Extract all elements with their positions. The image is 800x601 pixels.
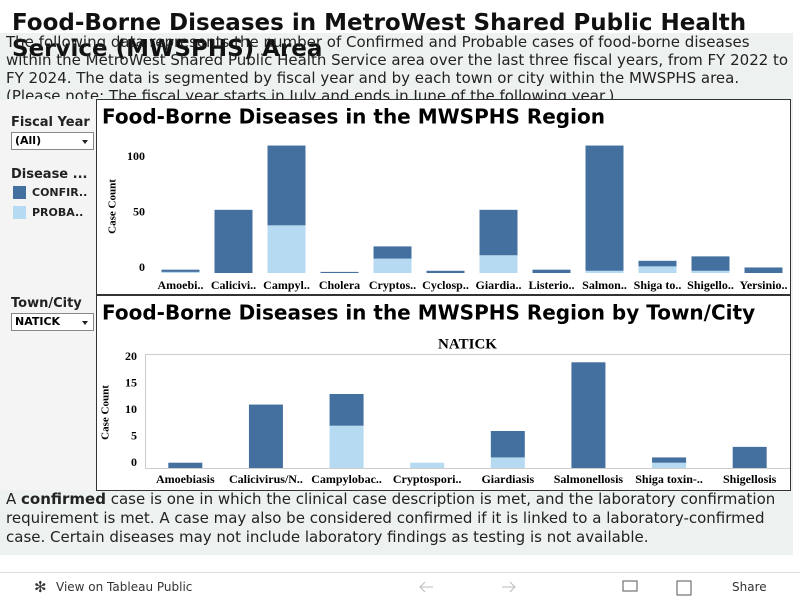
footer-note: A confirmed case is one in which the cli… [6, 490, 791, 556]
fiscal-year-dropdown[interactable]: (All) [11, 132, 94, 150]
bar-segment [161, 269, 200, 272]
x-tick-label: Salmonellosis [554, 472, 624, 486]
bar-segment [585, 270, 624, 273]
x-tick-label: Calicivirus/N.. [229, 472, 303, 486]
legend-entry[interactable]: CONFIR.. [32, 186, 88, 199]
filter-label: Fiscal Year [11, 115, 90, 130]
bar-segment [652, 462, 687, 468]
bar-segment [267, 145, 306, 226]
toolbar-icons [419, 580, 692, 596]
filter-label: Town/City [11, 296, 82, 311]
x-tick-label: Giardia.. [475, 278, 521, 292]
sidebar [0, 100, 96, 490]
x-tick-label: Giardiasis [481, 472, 534, 486]
bar-segment [652, 457, 687, 463]
footer-text: A [6, 490, 22, 508]
legend-swatch [13, 206, 26, 219]
bar-segment [638, 266, 677, 273]
x-tick-label: Cyclosp.. [422, 278, 469, 292]
bar-segment [373, 258, 412, 273]
bar-segment [329, 394, 364, 426]
x-tick-label: Yersinio.. [740, 278, 788, 292]
bar-segment [585, 145, 624, 271]
bar-segment [426, 270, 465, 273]
footer-text: case is one in which the clinical case d… [6, 490, 776, 546]
x-tick-label: Amoebi.. [158, 278, 204, 292]
view-link[interactable]: View on Tableau Public [56, 580, 193, 594]
toolbar: ✻ View on Tableau Public Share [0, 572, 800, 601]
chart-title: Food-Borne Diseases in the MWSPHS Region… [102, 301, 755, 325]
bar-segment [168, 462, 203, 468]
y-tick-label: 5 [131, 428, 137, 442]
description: The following data represents the number… [6, 33, 789, 99]
y-tick-label: 15 [125, 375, 137, 389]
x-tick-label: Cryptos.. [369, 278, 416, 292]
bar-segment [320, 271, 359, 273]
y-axis-label: Case Count [107, 179, 119, 234]
bar-segment [410, 462, 445, 468]
x-tick-label: Cholera [319, 278, 360, 292]
bar-segment [490, 457, 525, 468]
legend-title: Disease ... [11, 167, 88, 182]
bar-segment [571, 362, 606, 468]
bar-segment [214, 209, 253, 273]
legend-swatch [13, 186, 26, 199]
bar-segment [248, 404, 283, 468]
x-tick-label: Shigellosis [723, 472, 777, 486]
y-tick-label: 10 [125, 402, 137, 416]
chart-frame [96, 99, 791, 295]
y-tick-label: 20 [125, 349, 137, 363]
bar-segment [638, 260, 677, 267]
town-dropdown[interactable]: NATICK [11, 313, 94, 331]
legend-entry[interactable]: PROBA.. [32, 206, 84, 219]
bar-segment [479, 255, 518, 273]
chart-title: Food-Borne Diseases in the MWSPHS Region [102, 105, 605, 129]
x-tick-label: Campyl.. [263, 278, 310, 292]
x-tick-label: Shiga to.. [634, 278, 682, 292]
share-button[interactable]: Share [732, 580, 767, 594]
bar-segment [490, 431, 525, 458]
bar-segment [161, 271, 200, 273]
y-axis-label: Case Count [100, 385, 112, 440]
chart-subtitle: NATICK [438, 336, 497, 352]
x-tick-label: Shigello.. [687, 278, 734, 292]
bar-segment [329, 425, 364, 468]
x-tick-label: Campylobac.. [311, 472, 382, 486]
footer-bold: confirmed [21, 490, 106, 508]
bar-segment [744, 267, 783, 273]
y-tick-label: 0 [139, 260, 145, 274]
chart-frame [96, 295, 791, 491]
icon: ✻ [34, 578, 47, 596]
x-tick-label: Shiga toxin-.. [635, 472, 703, 486]
bar-segment [532, 269, 571, 273]
bar-segment [479, 209, 518, 256]
bar-segment [373, 246, 412, 259]
bar-segment [267, 225, 306, 273]
x-tick-label: Cryptospori.. [393, 472, 462, 486]
bar-segment [732, 446, 767, 468]
y-tick-label: 0 [131, 455, 137, 469]
x-tick-label: Amoebiasis [156, 472, 215, 486]
bar-segment [691, 256, 730, 271]
x-tick-label: Listerio.. [529, 278, 575, 292]
bar-segment [691, 270, 730, 273]
y-tick-label: 50 [133, 204, 145, 218]
page-title: Food-Borne Diseases in MetroWest Shared … [12, 10, 747, 62]
x-tick-label: Calicivi.. [211, 278, 256, 292]
x-tick-label: Salmon.. [582, 278, 627, 292]
y-tick-label: 100 [127, 149, 145, 163]
